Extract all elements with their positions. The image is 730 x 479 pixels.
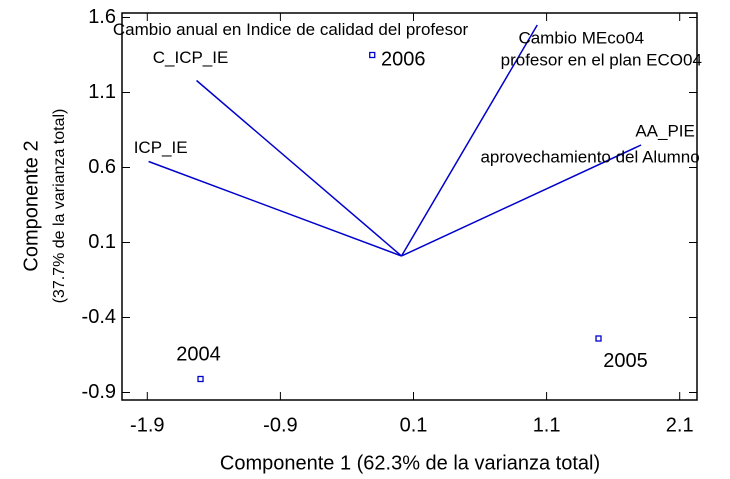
vector-label: C_ICP_IE bbox=[153, 48, 229, 67]
vector-label: aprovechamiento del Alumno bbox=[480, 147, 699, 166]
plot-frame bbox=[121, 12, 698, 401]
x-tick-label: 1.1 bbox=[533, 414, 561, 436]
loading-vector bbox=[196, 79, 403, 257]
y-axis-sublabel: (37.7% de la varianza total) bbox=[51, 109, 68, 304]
x-tick-label: 0.1 bbox=[400, 414, 428, 436]
y-tick-label: -0.9 bbox=[82, 381, 116, 403]
y-tick-label: 1.1 bbox=[88, 81, 116, 103]
x-axis-label: Componente 1 (62.3% de la varianza total… bbox=[220, 452, 600, 474]
y-tick-label: 1.6 bbox=[88, 6, 116, 28]
vector-label: ICP_IE bbox=[134, 138, 188, 157]
y-axis-label: Componente 2 bbox=[20, 140, 42, 271]
loading-vector bbox=[148, 160, 402, 257]
vector-label: AA_PIE bbox=[635, 121, 695, 140]
loading-vector bbox=[400, 24, 538, 257]
y-tick-label: 0.1 bbox=[88, 231, 116, 253]
point-label: 2004 bbox=[176, 343, 221, 365]
point-label: 2006 bbox=[381, 48, 426, 70]
vector-label: profesor en el plan ECO04 bbox=[501, 50, 702, 69]
loading-vector bbox=[401, 144, 642, 257]
point-label: 2005 bbox=[603, 350, 648, 372]
vector-label: Cambio MEco04 bbox=[518, 28, 644, 47]
y-tick-label: -0.4 bbox=[82, 306, 116, 328]
x-tick-label: 2.1 bbox=[666, 414, 694, 436]
x-tick-label: -0.9 bbox=[263, 414, 297, 436]
score-point bbox=[369, 51, 376, 59]
x-tick-label: -1.9 bbox=[130, 414, 164, 436]
y-tick-label: 0.6 bbox=[88, 156, 116, 178]
score-point bbox=[197, 375, 204, 383]
score-point bbox=[595, 335, 602, 342]
vector-label: Cambio anual en Indice de calidad del pr… bbox=[113, 20, 469, 39]
